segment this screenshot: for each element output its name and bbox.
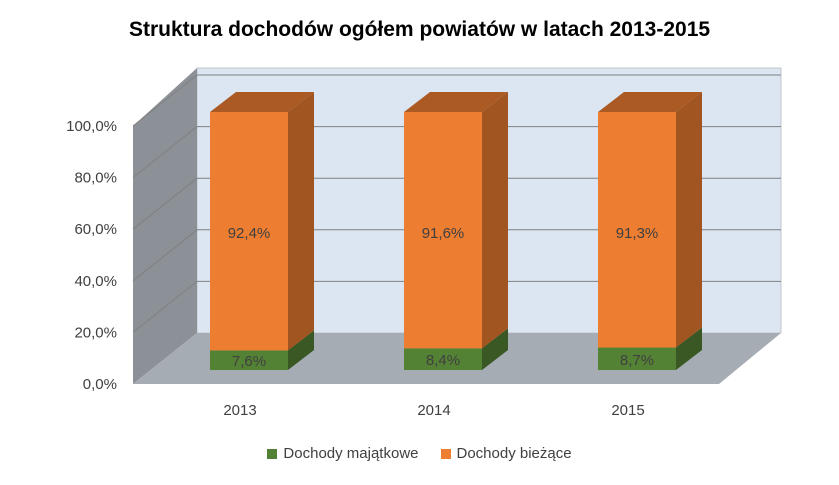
data-label: 91,3% [616, 225, 659, 242]
data-label: 8,4% [426, 352, 460, 369]
gridline-side [132, 177, 198, 230]
x-tick-label: 2014 [417, 402, 450, 419]
legend-swatch-biezace [440, 448, 451, 459]
side-wall [133, 68, 197, 384]
y-tick-label: 20,0% [74, 324, 117, 341]
gridline-side [132, 229, 198, 282]
chart-title: Struktura dochodów ogółem powiatów w lat… [128, 18, 711, 41]
x-tick-label: 2015 [611, 402, 644, 419]
bar-segment-biezace [404, 112, 482, 349]
data-label: 92,4% [228, 225, 271, 242]
data-label: 8,7% [620, 352, 654, 369]
gridline-side [132, 281, 198, 333]
gridline-side [132, 126, 198, 178]
bar-side-biezace [288, 92, 314, 351]
legend-swatch-majatkowe [267, 448, 278, 459]
bar-segment-majatkowe [210, 350, 288, 370]
y-tick-label: 80,0% [74, 170, 117, 187]
y-tick-label: 100,0% [66, 118, 117, 135]
y-tick-label: 60,0% [74, 221, 117, 238]
legend-label-biezace: Dochody bieżące [456, 445, 572, 462]
y-tick-label: 0,0% [83, 376, 117, 393]
bar-top-face [210, 92, 314, 112]
legend-label-majatkowe: Dochody majątkowe [283, 445, 419, 462]
x-tick-label: 2013 [223, 402, 256, 419]
bar-segment-biezace [210, 112, 288, 351]
bar-segment-majatkowe [598, 347, 676, 370]
bar-top-face [598, 92, 702, 112]
legend-item-biezace: Dochody bieżące [440, 445, 572, 462]
bar-segment-biezace [598, 112, 676, 348]
bar-segment-majatkowe [404, 348, 482, 370]
gridline-side [132, 74, 198, 127]
bar-side-biezace [482, 92, 508, 349]
data-label: 7,6% [232, 353, 266, 370]
legend: Dochody majątkowe Dochody bieżące [0, 445, 839, 462]
data-label: 91,6% [422, 225, 465, 242]
bar-side-majatkowe [288, 330, 314, 370]
bar-side-majatkowe [676, 327, 702, 370]
y-tick-label: 40,0% [74, 273, 117, 290]
legend-item-majatkowe: Dochody majątkowe [267, 445, 419, 462]
bar-side-biezace [676, 92, 702, 348]
bar-side-majatkowe [482, 328, 508, 370]
bar-top-face [404, 92, 508, 112]
